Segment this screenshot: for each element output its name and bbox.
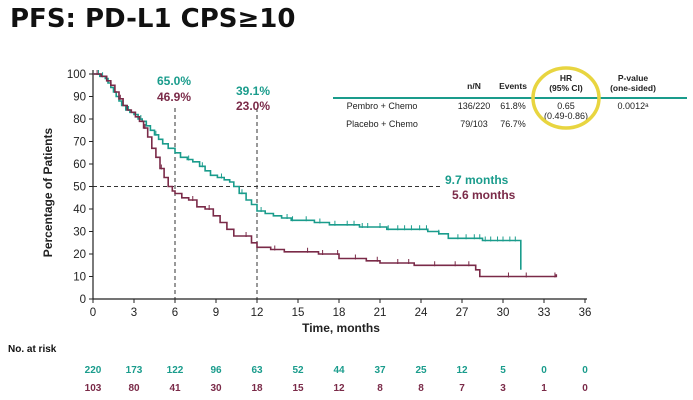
table-header: (95% CI) <box>549 83 583 93</box>
table-cell-hr: 0.65 <box>557 101 575 111</box>
y-tick-label: 50 <box>73 182 86 194</box>
table-cell-ci: (0.49-0.86) <box>544 111 588 121</box>
risk-count-placebo: 15 <box>292 383 304 394</box>
table-header: P-value <box>618 73 649 83</box>
risk-count-pembro: 63 <box>251 365 263 376</box>
annotation-label: 46.9% <box>157 90 191 104</box>
risk-count-pembro: 122 <box>167 365 184 376</box>
table-header: Events <box>499 81 527 91</box>
x-tick-label: 12 <box>251 307 264 319</box>
risk-count-pembro: 96 <box>210 365 222 376</box>
risk-count-pembro: 0 <box>541 365 547 376</box>
risk-count-placebo: 80 <box>128 383 140 394</box>
table-cell-n: 79/103 <box>460 119 488 129</box>
risk-count-placebo: 12 <box>333 383 345 394</box>
risk-count-placebo: 7 <box>459 383 465 394</box>
risk-count-pembro: 44 <box>333 365 345 376</box>
risk-count-pembro: 173 <box>126 365 143 376</box>
risk-count-pembro: 52 <box>292 365 304 376</box>
risk-count-pembro: 37 <box>374 365 386 376</box>
risk-count-pembro: 25 <box>415 365 427 376</box>
y-tick-label: 70 <box>73 137 86 149</box>
x-tick-label: 21 <box>374 307 387 319</box>
annotation-label: 23.0% <box>236 99 270 113</box>
x-tick-label: 9 <box>213 307 219 319</box>
annotation-label: 5.6 months <box>452 188 516 202</box>
x-tick-label: 3 <box>131 307 137 319</box>
x-axis-title: Time, months <box>302 321 380 335</box>
x-tick-label: 0 <box>90 307 96 319</box>
risk-count-placebo: 1 <box>541 383 547 394</box>
risk-count-placebo: 8 <box>377 383 383 394</box>
risk-count-pembro: 5 <box>500 365 506 376</box>
x-tick-label: 33 <box>538 307 551 319</box>
y-tick-label: 30 <box>73 227 86 239</box>
risk-count-placebo: 41 <box>169 383 181 394</box>
y-tick-label: 40 <box>73 204 86 216</box>
number-at-risk-label: No. at risk <box>8 344 57 355</box>
table-header: n/N <box>467 81 481 91</box>
x-tick-label: 15 <box>292 307 305 319</box>
risk-count-pembro: 0 <box>582 365 588 376</box>
y-tick-label: 90 <box>73 92 86 104</box>
x-tick-label: 18 <box>333 307 346 319</box>
table-header: HR <box>560 73 572 83</box>
y-tick-label: 100 <box>67 69 86 81</box>
slide-title: PFS: PD-L1 CPS≥10 <box>10 4 296 34</box>
table-row-label: Placebo + Chemo <box>346 119 418 129</box>
risk-count-pembro: 12 <box>456 365 468 376</box>
y-tick-label: 20 <box>73 249 86 261</box>
y-axis-title: Percentage of Patients <box>41 127 55 257</box>
y-tick-label: 0 <box>80 294 86 306</box>
hr-highlight-circle <box>531 66 601 130</box>
x-tick-label: 24 <box>415 307 428 319</box>
x-tick-label: 36 <box>579 307 592 319</box>
annotation-label: 9.7 months <box>445 173 509 187</box>
x-tick-label: 27 <box>456 307 469 319</box>
risk-count-placebo: 18 <box>251 383 263 394</box>
risk-count-placebo: 30 <box>210 383 222 394</box>
table-header: (one-sided) <box>610 83 656 93</box>
risk-count-placebo: 0 <box>582 383 588 394</box>
risk-count-placebo: 8 <box>418 383 424 394</box>
annotation-label: 39.1% <box>236 84 270 98</box>
table-cell-p: 0.0012ᵃ <box>618 101 650 111</box>
risk-count-placebo: 103 <box>85 383 102 394</box>
risk-count-pembro: 220 <box>85 365 102 376</box>
x-tick-label: 30 <box>497 307 510 319</box>
y-tick-label: 10 <box>73 272 86 284</box>
risk-count-placebo: 3 <box>500 383 506 394</box>
y-tick-label: 60 <box>73 159 86 171</box>
table-row-label: Pembro + Chemo <box>347 101 418 111</box>
table-cell-n: 136/220 <box>458 101 491 111</box>
table-cell-events: 61.8% <box>500 101 526 111</box>
y-tick-label: 80 <box>73 114 86 126</box>
x-tick-label: 6 <box>172 307 178 319</box>
km-curve-placebo <box>93 73 558 278</box>
table-cell-events: 76.7% <box>500 119 526 129</box>
annotation-label: 65.0% <box>157 74 191 88</box>
